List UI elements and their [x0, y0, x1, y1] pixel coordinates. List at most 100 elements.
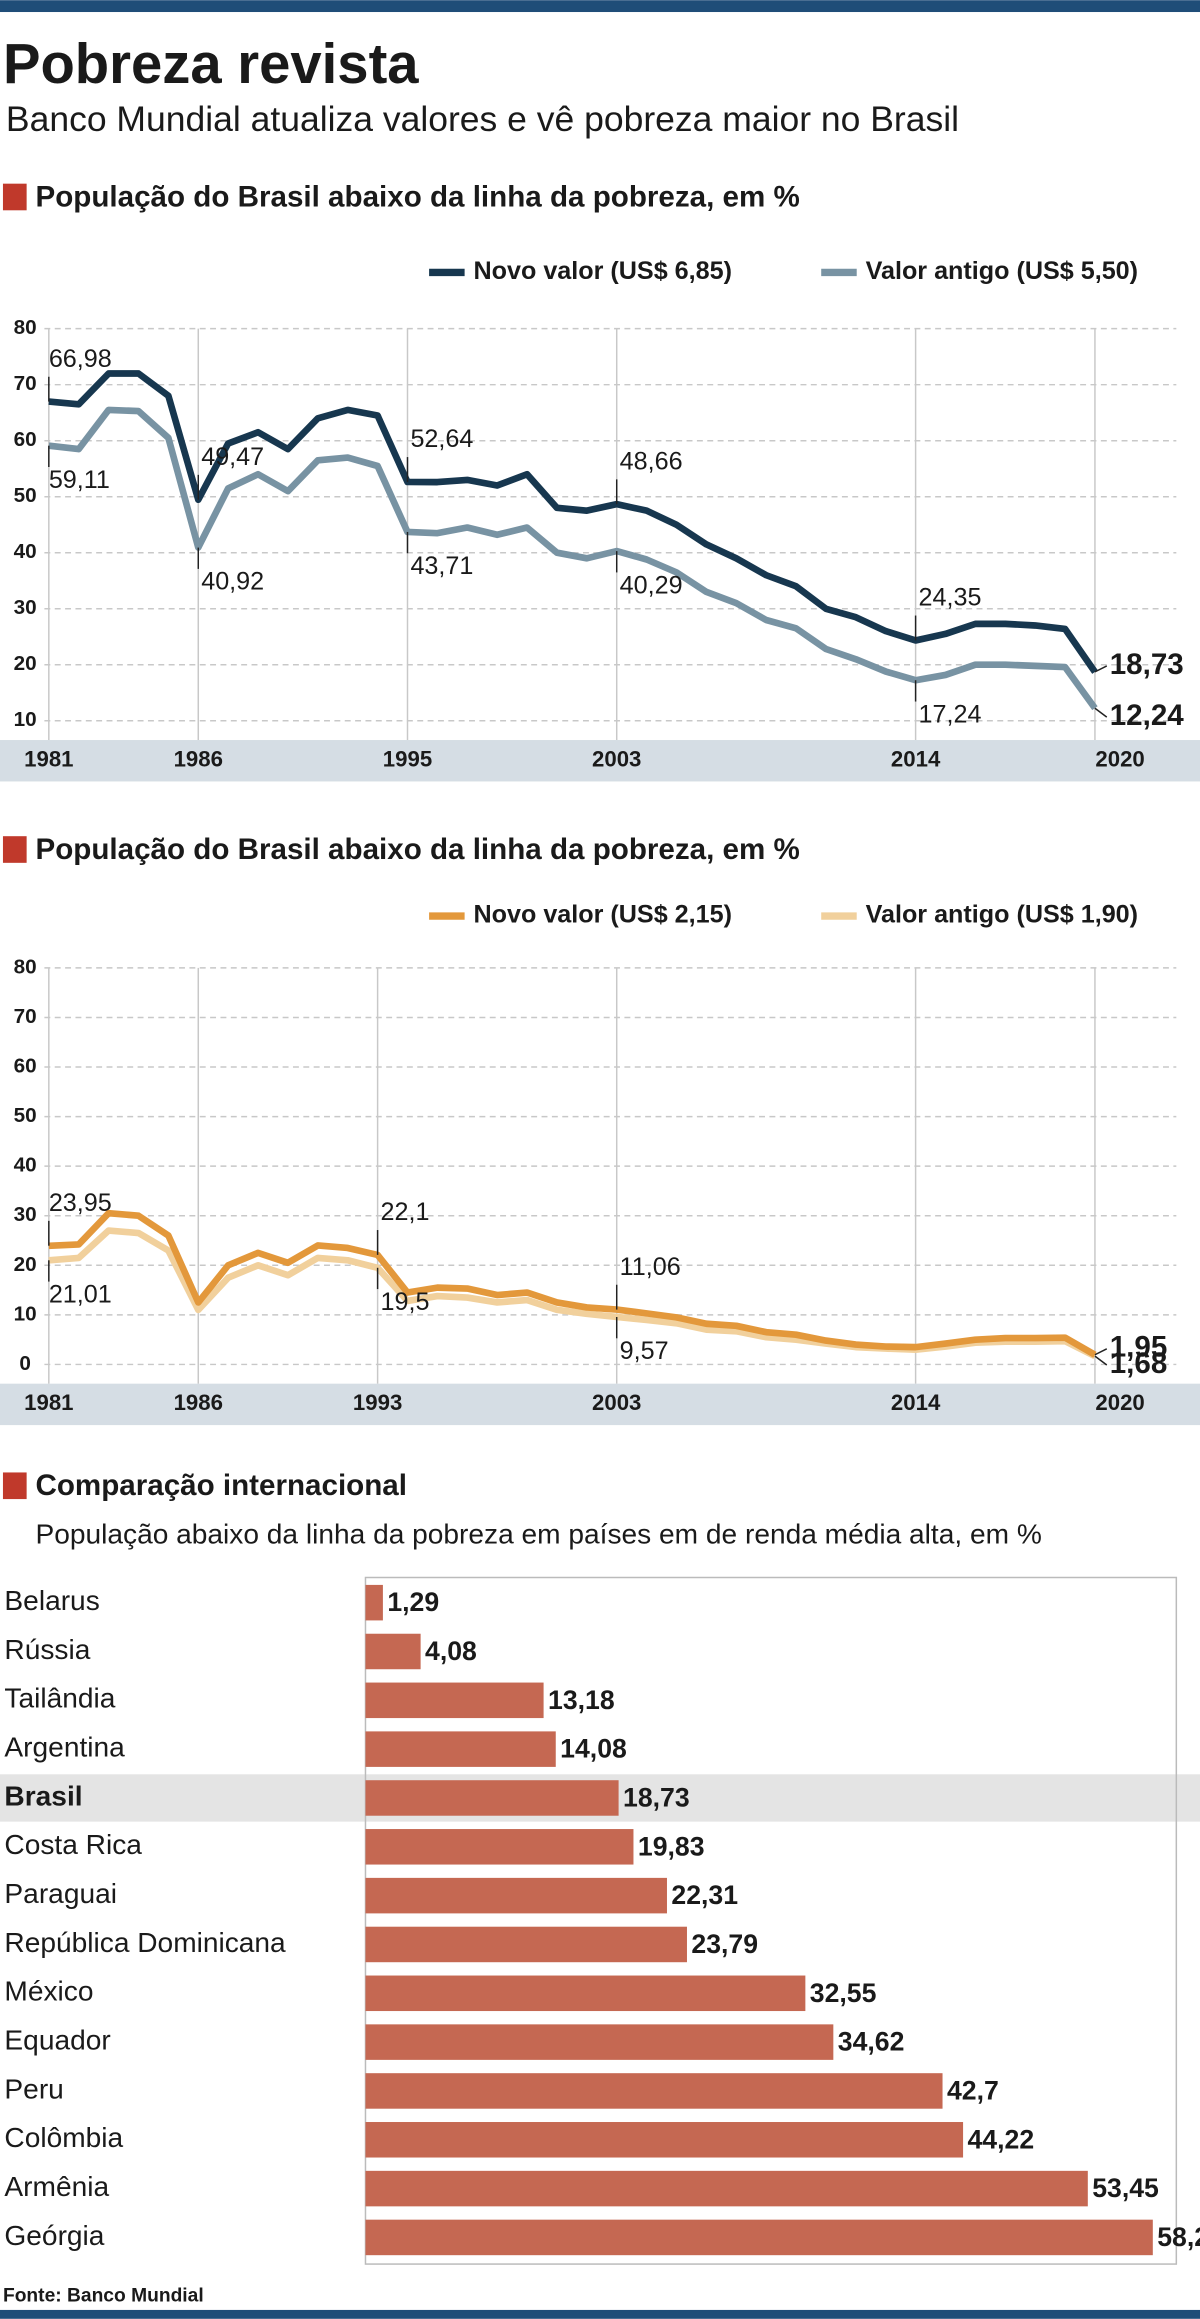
data-label: 59,11 — [49, 466, 110, 494]
category-label: Tailândia — [4, 1683, 115, 1714]
category-label: Belarus — [4, 1585, 99, 1616]
value-label: 13,18 — [548, 1685, 615, 1715]
category-label: Armênia — [4, 2171, 109, 2202]
y-tick-label: 80 — [14, 955, 37, 978]
legend-label: Novo valor (US$ 6,85) — [473, 257, 731, 285]
value-label: 1,29 — [387, 1587, 439, 1617]
category-label: Peru — [4, 2073, 63, 2104]
x-axis-band — [0, 740, 1200, 782]
value-label: 44,22 — [968, 2124, 1035, 2154]
value-label: 42,7 — [947, 2075, 999, 2105]
bar — [365, 2219, 1153, 2256]
chart-title: Comparação internacional — [36, 1469, 407, 1502]
value-label: 4,08 — [425, 1636, 477, 1666]
value-label: 34,62 — [838, 2027, 905, 2057]
value-label: 19,83 — [638, 1831, 705, 1861]
x-tick-label: 2014 — [891, 1390, 941, 1415]
page-subtitle: Banco Mundial atualiza valores e vê pobr… — [6, 99, 959, 139]
data-label: 48,66 — [620, 447, 683, 475]
label-tick — [1094, 665, 1108, 673]
y-tick-label: 20 — [14, 652, 37, 675]
data-label: 49,47 — [201, 443, 264, 471]
x-tick-label: 1981 — [24, 747, 73, 772]
value-label: 53,45 — [1092, 2173, 1159, 2203]
bar — [365, 1829, 634, 1865]
plot-frame — [364, 1576, 1178, 2265]
value-label: 18,73 — [623, 1782, 690, 1812]
bar — [365, 2122, 964, 2158]
bar — [365, 1633, 421, 1670]
data-label: 40,92 — [201, 568, 264, 596]
x-tick-label: 1981 — [24, 1390, 73, 1415]
series-line — [48, 370, 1098, 674]
source: Fonte: Banco Mundial — [3, 2286, 204, 2307]
bar — [365, 1731, 556, 1767]
y-tick-label: 10 — [14, 1302, 37, 1325]
bar — [365, 1926, 687, 1963]
y-tick-label: 30 — [14, 596, 37, 619]
y-tick-label: 60 — [14, 1054, 37, 1077]
data-label: 9,57 — [620, 1337, 669, 1365]
category-label: República Dominicana — [4, 1927, 286, 1958]
series-line — [48, 406, 1098, 711]
section-marker — [2, 1472, 27, 1500]
category-label: Colômbia — [4, 2122, 123, 2153]
category-label: Rússia — [4, 1634, 90, 1665]
data-label: 18,73 — [1110, 648, 1184, 681]
top-rule — [0, 0, 1200, 13]
category-label: Costa Rica — [4, 1829, 142, 1860]
x-tick-label: 1993 — [353, 1390, 402, 1415]
bottom-rule — [0, 2309, 1200, 2319]
legend-label: Valor antigo (US$ 5,50) — [866, 257, 1138, 285]
y-tick-label: 40 — [14, 1154, 37, 1177]
y-tick-label: 40 — [14, 540, 37, 563]
y-tick-label: 10 — [14, 708, 37, 731]
x-tick-label: 2003 — [592, 747, 641, 772]
category-label: Paraguai — [4, 1878, 117, 1909]
series-line — [48, 1209, 1097, 1358]
data-label: 24,35 — [919, 584, 982, 612]
bar — [365, 1780, 619, 1816]
y-tick-label: 0 — [19, 1352, 31, 1375]
data-label: 23,95 — [49, 1189, 112, 1217]
x-tick-label: 2020 — [1095, 1390, 1144, 1415]
x-tick-label: 1986 — [174, 747, 223, 772]
bar — [365, 1975, 806, 2012]
y-tick-label: 50 — [14, 484, 37, 507]
label-tick — [1094, 707, 1108, 718]
bar — [365, 1682, 544, 1719]
bar — [365, 1584, 383, 1621]
legend-label: Valor antigo (US$ 1,90) — [866, 901, 1138, 929]
y-tick-label: 80 — [14, 316, 37, 339]
value-label: 22,31 — [671, 1880, 738, 1910]
y-tick-label: 70 — [14, 372, 37, 395]
x-tick-label: 2003 — [592, 1390, 641, 1415]
value-label: 32,55 — [810, 1978, 877, 2008]
value-label: 58,26 — [1157, 2222, 1200, 2252]
value-label: 14,08 — [560, 1734, 627, 1764]
legend-label: Novo valor (US$ 2,15) — [473, 901, 731, 929]
x-tick-label: 2020 — [1095, 747, 1144, 772]
y-tick-label: 30 — [14, 1203, 37, 1226]
category-label: Geórgia — [4, 2220, 104, 2251]
data-label: 40,29 — [620, 571, 683, 599]
category-label: Argentina — [4, 1732, 125, 1763]
data-label: 11,06 — [620, 1253, 681, 1281]
data-label: 21,01 — [49, 1280, 112, 1308]
label-tick — [1094, 1355, 1108, 1366]
x-tick-label: 1986 — [174, 1390, 223, 1415]
y-tick-label: 70 — [14, 1005, 37, 1028]
chart-subtitle: População abaixo da linha da pobreza em … — [36, 1518, 1042, 1549]
category-label: Brasil — [4, 1780, 82, 1811]
value-label: 23,79 — [691, 1929, 758, 1959]
y-tick-label: 20 — [14, 1253, 37, 1276]
data-label: 43,71 — [410, 552, 473, 580]
category-label: Equador — [4, 2025, 110, 2056]
chart-title: População do Brasil abaixo da linha da p… — [36, 833, 800, 866]
chart-title: População do Brasil abaixo da linha da p… — [36, 180, 800, 213]
bar — [365, 2170, 1088, 2207]
x-axis-band — [0, 1383, 1200, 1426]
x-tick-label: 2014 — [891, 747, 941, 772]
data-label: 19,5 — [381, 1288, 430, 1316]
